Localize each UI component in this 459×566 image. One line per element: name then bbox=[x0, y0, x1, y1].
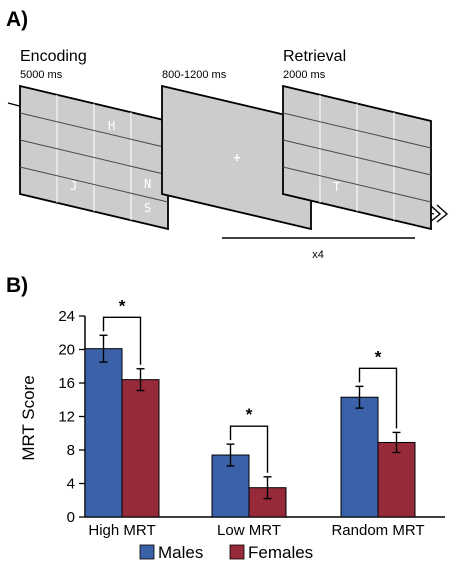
mrt-bar-chart: MRT Score 0 4 8 12 16 20 24 High MRT Low MRT Ran… bbox=[19, 296, 445, 539]
fixation-screen: + bbox=[161, 84, 312, 231]
y-tick-label: 16 bbox=[58, 375, 75, 392]
legend: Males Females bbox=[139, 543, 313, 562]
x-tick-label: Random MRT bbox=[331, 522, 424, 539]
encoding-letter: H bbox=[108, 119, 115, 133]
y-tick-label: 24 bbox=[58, 308, 75, 325]
retrieval-duration: 2000 ms bbox=[283, 69, 326, 81]
retrieval-screen: T bbox=[282, 84, 432, 231]
legend-swatch-males bbox=[139, 544, 155, 560]
y-tick-label: 8 bbox=[67, 442, 75, 459]
legend-label-females: Females bbox=[248, 543, 313, 562]
encoding-letter: J bbox=[70, 179, 77, 193]
y-tick-label: 4 bbox=[67, 476, 75, 493]
y-tick-label: 0 bbox=[67, 509, 75, 526]
retrieval-letter: T bbox=[333, 180, 340, 194]
encoding-screen: H J N S bbox=[19, 84, 169, 231]
encoding-title: Encoding bbox=[20, 48, 87, 65]
significance-bracket bbox=[229, 425, 269, 473]
x-tick-label: Low MRT bbox=[217, 522, 281, 539]
significance-bracket bbox=[358, 367, 398, 429]
fixation-cross: + bbox=[233, 150, 241, 165]
panel-b-label: B) bbox=[6, 274, 28, 297]
y-tick-label: 20 bbox=[58, 342, 75, 359]
y-axis-label: MRT Score bbox=[19, 375, 38, 460]
legend-swatch-females bbox=[229, 544, 245, 560]
bar-females bbox=[121, 379, 160, 518]
encoding-duration: 5000 ms bbox=[20, 69, 63, 81]
legend-label-males: Males bbox=[158, 543, 203, 562]
bar-females bbox=[377, 441, 416, 518]
bar-males bbox=[84, 348, 123, 518]
encoding-letter: S bbox=[144, 201, 151, 215]
significance-star: * bbox=[119, 296, 126, 315]
encoding-letter: N bbox=[144, 177, 151, 191]
significance-star: * bbox=[246, 405, 253, 424]
significance-bracket bbox=[102, 316, 142, 365]
significance-star: * bbox=[375, 347, 382, 366]
repeat-label: x4 bbox=[312, 249, 324, 261]
retrieval-title: Retrieval bbox=[283, 48, 346, 65]
y-tick-label: 12 bbox=[58, 409, 75, 426]
bar-males bbox=[340, 396, 379, 518]
x-tick-label: High MRT bbox=[88, 522, 155, 539]
fixation-duration: 800-1200 ms bbox=[162, 69, 227, 81]
panel-a-label: A) bbox=[6, 8, 28, 31]
